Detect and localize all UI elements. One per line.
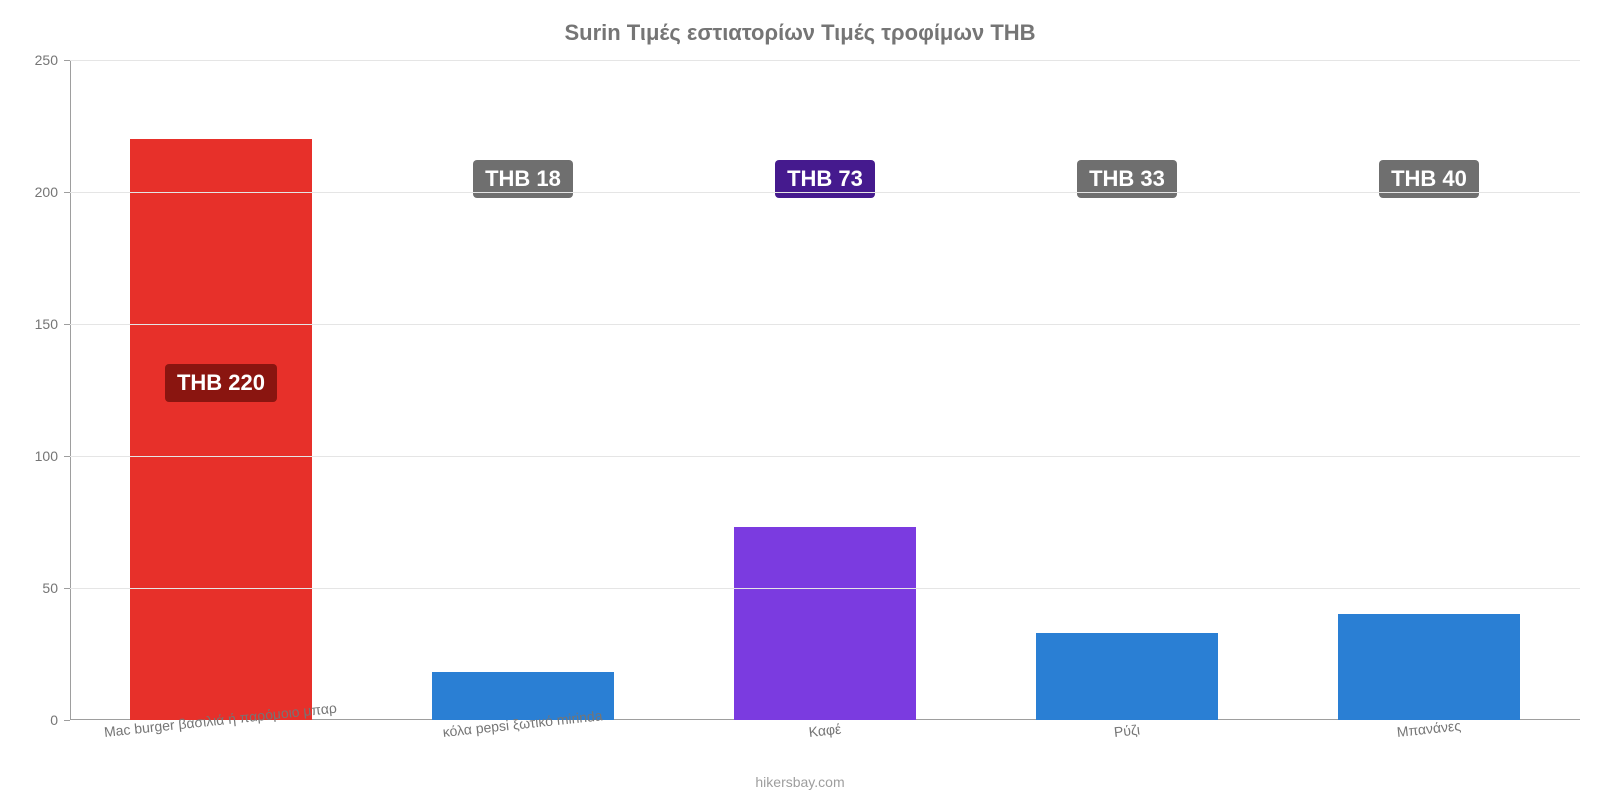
bar	[734, 527, 915, 720]
y-tick-label: 200	[35, 184, 70, 200]
gridline	[70, 192, 1580, 193]
y-tick-label: 0	[50, 712, 70, 728]
x-tick-label: Ρύζι	[1113, 721, 1141, 740]
gridline	[70, 456, 1580, 457]
y-tick-label: 50	[42, 580, 70, 596]
gridline	[70, 60, 1580, 61]
bar-value-label: THB 220	[165, 364, 277, 402]
bar	[1338, 614, 1519, 720]
bar-slot: THB 18	[372, 60, 674, 720]
gridline	[70, 324, 1580, 325]
x-labels-group: Mac burger βασιλιά ή παρόμοιο μπαρκόλα p…	[70, 720, 1580, 750]
bar	[130, 139, 311, 720]
x-label-slot: κόλα pepsi ξωτικό mirinda	[372, 720, 674, 750]
bar-slot: THB 40	[1278, 60, 1580, 720]
x-tick-label: Μπανάνες	[1396, 717, 1462, 740]
y-tick-label: 100	[35, 448, 70, 464]
x-label-slot: Mac burger βασιλιά ή παρόμοιο μπαρ	[70, 720, 372, 750]
x-label-slot: Ρύζι	[976, 720, 1278, 750]
bar-slot: THB 73	[674, 60, 976, 720]
x-label-slot: Καφέ	[674, 720, 976, 750]
x-tick-label: Καφέ	[808, 721, 842, 740]
chart-title: Surin Τιμές εστιατορίων Τιμές τροφίμων T…	[0, 0, 1600, 46]
y-tick-label: 150	[35, 316, 70, 332]
gridline	[70, 588, 1580, 589]
chart-footer: hikersbay.com	[0, 774, 1600, 790]
bar-slot: THB 33	[976, 60, 1278, 720]
bar-slot: THB 220	[70, 60, 372, 720]
chart-container: Surin Τιμές εστιατορίων Τιμές τροφίμων T…	[0, 0, 1600, 800]
x-label-slot: Μπανάνες	[1278, 720, 1580, 750]
plot-area: THB 220THB 18THB 73THB 33THB 40 05010015…	[70, 60, 1580, 720]
bars-group: THB 220 THB 18THB 73THB 33THB 40	[70, 60, 1580, 720]
y-tick-label: 250	[35, 52, 70, 68]
bar	[1036, 633, 1217, 720]
